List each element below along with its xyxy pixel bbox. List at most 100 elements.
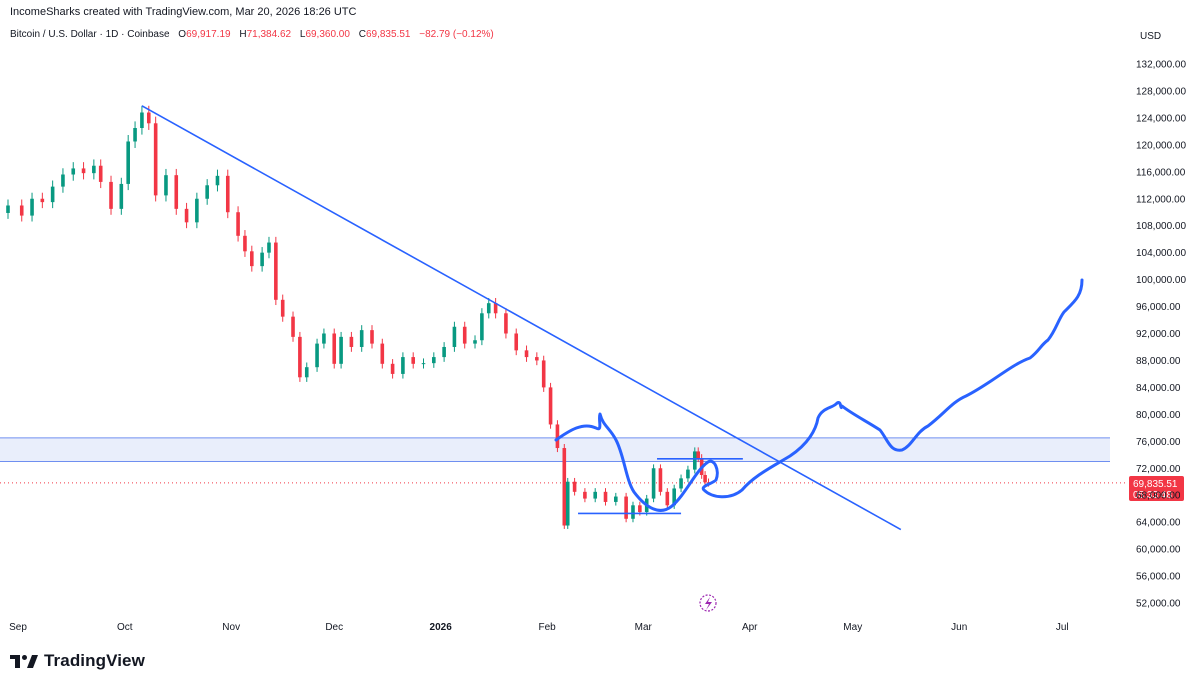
candle-body <box>462 326 467 344</box>
candle-body <box>548 387 553 425</box>
candle <box>679 474 683 493</box>
candle-body <box>332 333 337 364</box>
candle <box>401 352 405 379</box>
candle <box>119 177 124 215</box>
candle <box>572 477 577 496</box>
candle-body <box>390 363 395 374</box>
candle <box>486 297 491 319</box>
low-value: 69,360.00 <box>305 29 350 40</box>
y-tick-label: 76,000.00 <box>1136 437 1181 448</box>
candle-body <box>267 242 271 253</box>
candle <box>421 358 426 369</box>
symbol-name[interactable]: Bitcoin / U.S. Dollar · 1D · Coinbase <box>10 29 170 40</box>
y-tick-label: 84,000.00 <box>1136 383 1181 394</box>
candle-body <box>250 251 254 267</box>
close-label: C <box>358 29 366 40</box>
candle-body <box>411 357 416 364</box>
candle-body <box>153 123 158 196</box>
candle-body <box>6 205 10 213</box>
y-tick-label: 128,000.00 <box>1136 86 1186 97</box>
candle <box>411 352 416 369</box>
candle <box>184 202 189 229</box>
candle <box>6 199 10 219</box>
candle <box>359 325 364 352</box>
candle-body <box>339 336 343 364</box>
candle-body <box>322 333 326 344</box>
open-value: 69,917.19 <box>186 29 231 40</box>
y-tick-label: 60,000.00 <box>1136 545 1181 556</box>
candle-body <box>614 496 618 502</box>
candle <box>524 345 529 362</box>
change-value: −82.79 (−0.12%) <box>419 29 494 40</box>
candle-body <box>370 330 374 344</box>
candle-body <box>140 112 144 129</box>
candle <box>442 342 446 362</box>
candle-body <box>50 186 55 203</box>
currency-label: USD <box>1140 31 1162 42</box>
candle <box>514 328 519 356</box>
candle-body <box>315 343 319 368</box>
y-tick-label: 112,000.00 <box>1136 194 1186 205</box>
y-tick-label: 108,000.00 <box>1136 221 1186 232</box>
candle-body <box>535 357 539 361</box>
resistance-zone <box>0 437 1110 462</box>
x-tick-label: 2026 <box>430 622 453 633</box>
candle-body <box>432 357 436 364</box>
candle-body <box>215 175 220 186</box>
candle-body <box>651 468 656 499</box>
candle <box>658 464 663 496</box>
candle-body <box>291 316 295 337</box>
candle <box>562 443 567 529</box>
downtrend-line[interactable] <box>141 105 902 531</box>
candle-body <box>631 505 635 519</box>
candle-body <box>359 330 364 347</box>
candle-body <box>280 299 285 317</box>
y-tick-label: 88,000.00 <box>1136 356 1181 367</box>
candle-body <box>225 175 230 213</box>
candle <box>291 311 295 342</box>
candle-body <box>133 128 137 142</box>
candle <box>205 179 209 205</box>
candle-body <box>480 313 484 341</box>
candle-body <box>380 343 385 364</box>
candle-body <box>624 496 628 519</box>
candle-body <box>81 168 86 174</box>
x-tick-label: Mar <box>635 622 653 633</box>
candle <box>703 471 707 487</box>
candle <box>686 465 690 483</box>
candle-body <box>274 242 278 300</box>
candle <box>651 464 656 503</box>
x-tick-label: Dec <box>325 622 343 633</box>
last-price-text: 69,835.51 <box>1133 479 1178 490</box>
candle <box>215 169 220 192</box>
candle <box>390 359 395 379</box>
candle-body <box>473 340 477 344</box>
candle-body <box>493 303 498 314</box>
candle-body <box>442 346 446 358</box>
candle <box>473 335 477 349</box>
candle-body <box>109 181 113 209</box>
candle <box>696 447 701 463</box>
candle-body <box>298 336 302 378</box>
candle <box>452 321 457 352</box>
candle-body <box>243 235 247 252</box>
candle <box>50 180 55 209</box>
candle <box>126 134 130 191</box>
candle <box>548 382 553 429</box>
replay-lightning-icon[interactable] <box>699 594 717 612</box>
y-tick-label: 92,000.00 <box>1136 329 1181 340</box>
candle <box>19 199 24 222</box>
projection-path[interactable] <box>554 278 1084 512</box>
x-tick-label: Apr <box>742 622 758 633</box>
candle-body <box>184 208 189 223</box>
candle-body <box>40 198 45 203</box>
candle <box>304 362 309 382</box>
candle <box>315 338 319 372</box>
candle <box>624 492 628 523</box>
candle <box>349 331 354 352</box>
candle <box>603 488 608 506</box>
candle <box>109 175 113 215</box>
candle <box>260 247 264 272</box>
y-tick-label: 120,000.00 <box>1136 140 1186 151</box>
